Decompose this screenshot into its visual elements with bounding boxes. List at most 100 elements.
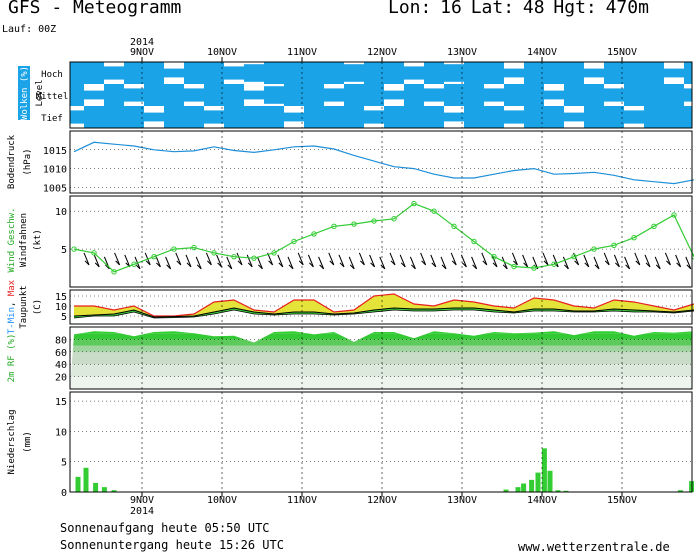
cloud-cell-hoch: [544, 62, 564, 84]
cloud-cell-mittel: [84, 90, 104, 100]
cloud-cell-tief: [524, 106, 544, 128]
wind-barb: [644, 254, 651, 268]
cloud-cell-tief: [624, 110, 644, 124]
cloud-cell-mittel: [644, 84, 664, 106]
cloud-cell-hoch: [324, 62, 344, 84]
precip-bar: [83, 467, 89, 492]
precip-bar: [503, 489, 509, 492]
cloud-cell-mittel: [164, 84, 184, 106]
wind-barb-flag: [94, 262, 100, 268]
cloud-cell-hoch: [144, 62, 164, 84]
cloud-cell-tief: [364, 110, 384, 124]
cloud-cell-tief: [104, 106, 124, 128]
year-label-bottom: 2014: [130, 506, 154, 517]
humidity-band: [70, 345, 692, 352]
year-label-top: 2014: [130, 37, 154, 48]
cloud-cell-hoch: [224, 66, 244, 80]
cloud-cell-tief: [424, 106, 444, 128]
cloud-cell-mittel: [664, 84, 684, 106]
wind-barb-flag: [462, 262, 467, 268]
wind-speed-point: [91, 250, 97, 256]
wind-barb-flag: [268, 260, 273, 266]
pressure-axis-label: Bodendruck: [7, 134, 17, 189]
temp-unit-label: (C): [33, 299, 43, 315]
humidity-tick-label: 40: [55, 360, 67, 371]
wind-barb: [430, 254, 437, 268]
date-label-top: 10NOV: [207, 47, 237, 58]
tmin-line: [73, 307, 694, 318]
cloud-cell-hoch: [444, 64, 464, 82]
wind-barb: [338, 254, 345, 268]
wind-barb: [318, 256, 325, 270]
wind-barb: [613, 254, 620, 268]
wind-panel: 5 10: [55, 195, 694, 288]
wind-barb: [593, 256, 600, 270]
wind-speed-point: [471, 238, 477, 245]
cloud-cell-mittel: [304, 84, 324, 106]
wind-barb-flag: [666, 260, 671, 266]
wind-barb-flag: [145, 260, 151, 266]
wind-barb-flag: [84, 260, 90, 266]
panel-frame: [69, 195, 693, 288]
wind-speed-point: [651, 223, 657, 230]
wind-barb-flag: [319, 264, 324, 270]
cloud-cell-hoch: [84, 62, 104, 84]
cloud-cell-mittel: [264, 86, 284, 104]
cloud-cell-mittel: [624, 84, 644, 106]
wind-barb-flag: [207, 260, 212, 266]
cloud-cell-hoch: [464, 62, 484, 84]
wind-barb-flag: [441, 264, 447, 270]
wind-barb-flag: [217, 262, 222, 268]
cloud-cell-hoch: [564, 62, 584, 84]
cloud-cell-hoch: [364, 62, 384, 84]
cloud-cell-mittel: [464, 84, 484, 106]
wind-barb-flag: [298, 260, 304, 266]
date-label-bottom: 14NOV: [527, 495, 557, 506]
date-label-top: 9NOV: [130, 47, 154, 58]
wind-barb-flag: [543, 260, 549, 266]
wind-speed-point: [191, 244, 197, 251]
date-label-bottom: 11NOV: [287, 495, 317, 506]
wind-speed-line: [73, 202, 694, 273]
cloud-cell-hoch: [284, 62, 304, 84]
cloud-cell-mittel: [324, 88, 344, 102]
date-label-bottom: 12NOV: [367, 495, 397, 506]
humidity-tick-label: 80: [55, 335, 67, 346]
cloud-cell-hoch: [584, 68, 604, 78]
cloud-panel: Hoch Mittel Tief: [36, 61, 693, 129]
date-label-top: 14NOV: [527, 47, 557, 58]
wind-barb-flag: [329, 260, 335, 266]
cloud-cell-tief: [244, 106, 264, 128]
date-label-top: 15NOV: [607, 47, 637, 58]
cloud-cell-tief: [504, 110, 524, 124]
wind-barb: [307, 254, 314, 268]
wind-barb-flag: [156, 262, 161, 268]
cloud-cell-mittel: [124, 88, 144, 102]
wind-barb: [511, 252, 518, 266]
website-link[interactable]: www.wetterzentrale.de: [518, 540, 670, 553]
wind-barb: [440, 256, 447, 270]
cloud-cell-tief: [484, 106, 504, 128]
precip-bar: [535, 472, 541, 492]
wind-speed-point: [631, 235, 637, 241]
wind-barb-flag: [411, 264, 416, 270]
wind-barb: [420, 252, 427, 266]
date-label-bottom: 10NOV: [207, 495, 237, 506]
cloud-cell-tief: [184, 106, 204, 128]
precip-bar: [529, 479, 535, 492]
cloud-cell-hoch: [104, 66, 124, 80]
wind-speed-point: [511, 263, 517, 270]
cloud-cell-mittel: [484, 88, 504, 102]
run-label: Lauf: 00Z: [2, 24, 57, 35]
precipitation-panel: 0 5 10 15: [55, 391, 694, 499]
tmax-line: [74, 293, 694, 317]
wind-barb-flag: [339, 262, 345, 268]
wind-barb-flag: [309, 262, 314, 268]
cloud-cell-hoch: [344, 64, 364, 82]
wind-barb: [389, 252, 396, 266]
wind-barb-flag: [451, 260, 457, 266]
wind-barb-flag: [482, 260, 488, 266]
wind-barb: [205, 252, 212, 266]
humidity-band: [70, 333, 692, 340]
